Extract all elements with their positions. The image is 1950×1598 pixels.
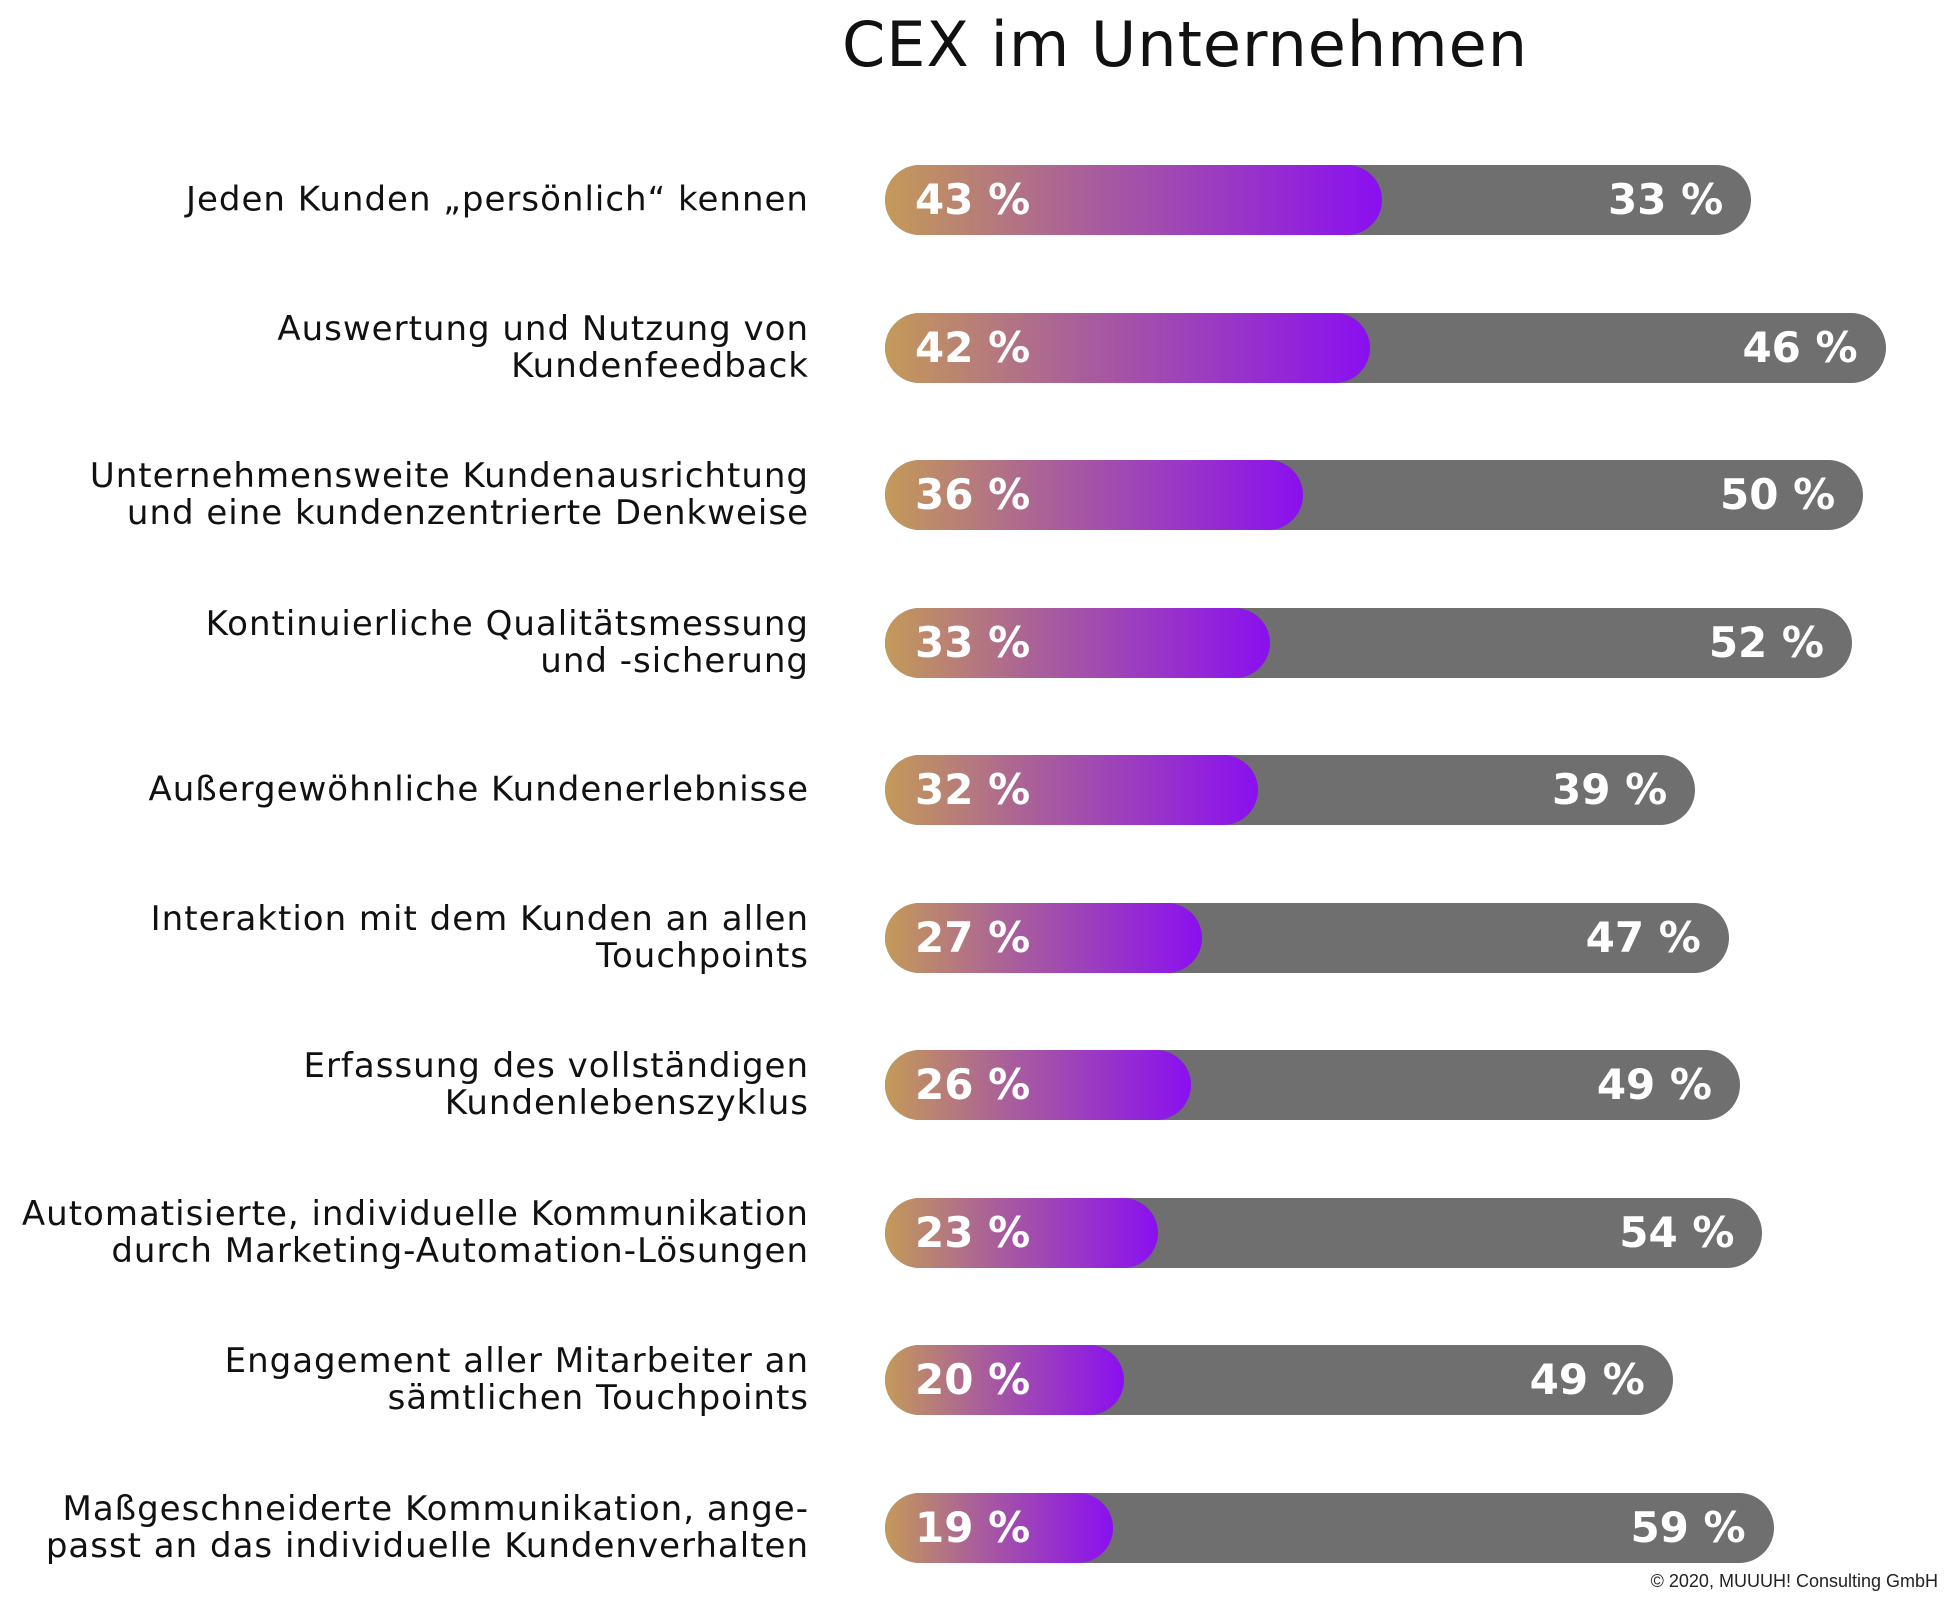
category-label: Unternehmensweite Kundenausrichtung und … [89,456,809,533]
value-label-gradient: 33 % [915,617,1031,667]
bar-gradient-segment [885,1050,1192,1120]
bar-gradient-segment [885,1197,1158,1268]
bar-gradient-segment [885,755,1259,825]
bar-gradient-segment [885,460,1304,530]
value-label-gradient: 36 % [915,470,1031,519]
bar-row: Interaktion mit dem Kunden an allen Touc… [0,898,1950,976]
bar-row: Erfassung des vollständigen Kundenlebens… [0,1046,1950,1123]
category-label: Kontinuierliche Qualitätsmessung und -si… [205,603,809,681]
category-label: Außergewöhnliche Kundenerlebnisse [148,769,809,810]
value-label-grey: 59 % [1630,1502,1746,1552]
value-label-gradient: 43 % [915,175,1031,224]
bar-row: Engagement aller Mitarbeiter an sämtlich… [0,1341,1950,1418]
bar-gradient-segment [885,312,1371,383]
value-label-grey: 47 % [1585,912,1701,962]
value-label-gradient: 42 % [915,322,1031,372]
bar-row: Jeden Kunden „persönlich“ kennen 43 % 33 % [0,165,1950,235]
bar-row: Auswertung und Nutzung von Kundenfeedbac… [0,308,1950,386]
category-label: Auswertung und Nutzung von Kundenfeedbac… [277,308,809,386]
value-label-gradient: 26 % [915,1060,1031,1109]
value-label-grey: 52 % [1708,617,1824,667]
copyright-note: © 2020, MUUUH! Consulting GmbH [1650,1571,1938,1591]
value-label-grey: 50 % [1720,470,1836,519]
value-label-grey: 54 % [1619,1207,1735,1257]
value-label-grey: 39 % [1552,765,1668,814]
value-label-grey: 33 % [1608,175,1724,224]
bar-gradient-segment [885,607,1270,678]
value-label-grey: 49 % [1596,1060,1712,1109]
category-label: Interaktion mit dem Kunden an allen Touc… [150,898,809,976]
category-label: Automatisierte, individuelle Kommunikati… [21,1193,809,1271]
bar-row: Außergewöhnliche Kundenerlebnisse 32 % 39 … [0,755,1950,825]
value-label-grey: 49 % [1529,1355,1645,1404]
bar-row: Maßgeschneiderte Kommunikation, ange- pa… [0,1488,1950,1566]
bar-gradient-segment [885,1492,1113,1563]
value-label-gradient: 27 % [915,912,1031,962]
category-label: Maßgeschneiderte Kommunikation, ange- pa… [45,1488,809,1566]
value-label-gradient: 32 % [915,765,1031,814]
bar-row: Kontinuierliche Qualitätsmessung und -si… [0,603,1950,681]
value-label-gradient: 23 % [915,1207,1031,1257]
bar-gradient-segment [885,1345,1124,1415]
bar-row: Unternehmensweite Kundenausrichtung und … [0,456,1950,533]
bar-gradient-segment [885,902,1203,973]
category-label: Erfassung des vollständigen Kundenlebens… [303,1046,809,1123]
chart-title: CEX im Unternehmen [841,8,1529,81]
bar-row: Automatisierte, individuelle Kommunikati… [0,1193,1950,1271]
value-label-gradient: 19 % [915,1502,1031,1552]
bar-gradient-segment [885,165,1382,235]
category-label: Engagement aller Mitarbeiter an sämtlich… [224,1341,809,1418]
value-label-grey: 46 % [1742,322,1858,372]
value-label-gradient: 20 % [915,1355,1031,1404]
category-label: Jeden Kunden „persönlich“ kennen [185,179,809,220]
